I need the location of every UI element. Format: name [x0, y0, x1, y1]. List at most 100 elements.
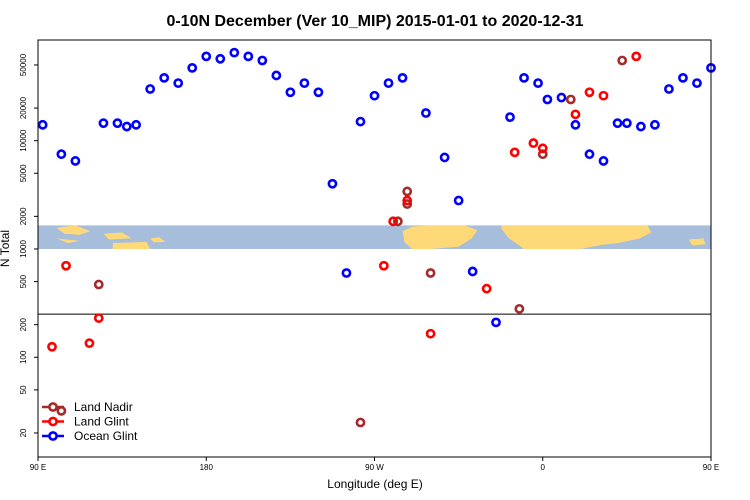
- land-nadir-point: [355, 417, 366, 428]
- ocean-glint-point: [692, 78, 702, 88]
- ocean-glint-point: [453, 195, 464, 206]
- ocean-glint-point: [187, 62, 198, 73]
- land-nadir-point: [565, 94, 576, 105]
- land-glint-point: [425, 328, 436, 339]
- ocean-glint-point: [570, 119, 581, 130]
- land-glint-point: [598, 90, 609, 101]
- map-land: [501, 225, 652, 249]
- ocean-glint-point: [173, 78, 184, 88]
- land-glint-point: [84, 338, 95, 349]
- ocean-glint-point: [421, 108, 431, 118]
- world-map-strip: [38, 225, 711, 249]
- ocean-glint-point: [70, 156, 81, 166]
- ocean-glint-point: [612, 118, 623, 129]
- x-tick-label: 180: [200, 463, 214, 472]
- x-tick-label: 0: [541, 463, 546, 472]
- ocean-glint-point: [542, 94, 553, 105]
- ocean-glint-point: [131, 119, 142, 130]
- ocean-glint-point: [98, 118, 109, 129]
- land-nadir-point: [425, 268, 436, 278]
- ocean-glint-point: [271, 70, 282, 81]
- ocean-glint-point: [299, 78, 310, 88]
- ocean-glint-point: [505, 112, 515, 123]
- land-nadir-point: [537, 149, 548, 160]
- legend-label-ocean-glint: Ocean Glint: [74, 429, 138, 443]
- x-tick-label: 90 W: [365, 463, 384, 472]
- ocean-glint-point: [313, 87, 324, 98]
- land-glint-point: [61, 260, 71, 271]
- y-tick-label: 200: [19, 317, 28, 331]
- ocean-glint-point: [650, 119, 660, 130]
- land-glint-point: [402, 195, 413, 206]
- ocean-glint-point: [145, 84, 156, 94]
- land-glint-point: [388, 216, 399, 227]
- ocean-glint-point: [533, 78, 543, 88]
- land-glint-point: [47, 341, 57, 352]
- ocean-glint-point: [112, 118, 123, 129]
- land-glint-point: [631, 51, 642, 62]
- land-nadir-point: [402, 199, 413, 209]
- ocean-glint-point: [491, 317, 501, 328]
- y-axis-label: N Total: [0, 230, 12, 267]
- land-nadir-point: [617, 55, 628, 66]
- ocean-glint-point: [584, 149, 595, 160]
- ocean-glint-point: [369, 90, 380, 101]
- x-tick-label: 90 E: [30, 463, 46, 472]
- y-tick-label: 20000: [19, 96, 28, 119]
- land-nadir-point: [402, 186, 413, 197]
- legend-marker-land-nadir: [48, 402, 58, 412]
- ocean-glint-point: [243, 51, 254, 62]
- ocean-glint-point: [341, 268, 352, 278]
- chart-title: 0-10N December (Ver 10_MIP) 2015-01-01 t…: [166, 13, 583, 30]
- y-tick-label: 1000: [19, 240, 28, 258]
- ocean-glint-point: [467, 266, 478, 277]
- land-glint-point: [570, 109, 581, 120]
- map-land: [150, 237, 166, 243]
- ocean-glint-point: [257, 55, 268, 66]
- ocean-glint-point: [678, 72, 688, 83]
- ocean-glint-point: [37, 119, 48, 130]
- map-land: [112, 241, 151, 249]
- land-nadir-point: [392, 216, 403, 227]
- ocean-glint-point: [215, 53, 226, 64]
- y-tick-label: 10000: [19, 129, 28, 152]
- land-nadir-point: [93, 279, 104, 290]
- legend-label-land-nadir: Land Nadir: [74, 400, 133, 414]
- land-glint-point: [584, 87, 595, 98]
- land-glint-point: [509, 147, 520, 158]
- x-axis-label: Longitude (deg E): [327, 477, 422, 491]
- map-land: [688, 238, 706, 246]
- land-glint-point: [378, 260, 389, 271]
- y-tick-label: 2000: [19, 207, 28, 225]
- ocean-glint-point: [285, 87, 296, 98]
- map-land: [402, 225, 478, 249]
- ocean-glint-point: [397, 72, 408, 83]
- ocean-glint-point: [635, 121, 646, 132]
- map-land: [56, 238, 80, 244]
- legend-marker-ocean-glint: [48, 431, 58, 441]
- land-glint-point: [481, 283, 492, 294]
- ocean-glint-point: [201, 51, 212, 62]
- land-glint-point: [93, 313, 104, 323]
- ocean-glint-point: [121, 121, 132, 132]
- ocean-glint-point: [355, 116, 366, 127]
- plot-frame: [37, 39, 712, 458]
- land-nadir-point: [514, 303, 525, 314]
- land-glint-point: [537, 143, 548, 154]
- y-tick-label: 500: [19, 274, 28, 288]
- y-tick-label: 20: [19, 428, 28, 437]
- axis-ticks: 90 E 180 90 W 0 90 E 20 50 100 200 500 1000 2000 500…: [19, 53, 719, 472]
- x-tick-label: 90 E: [703, 463, 719, 472]
- legend-label-land-glint: Land Glint: [74, 415, 129, 429]
- ocean-glint-point: [556, 92, 567, 103]
- ocean-glint-point: [598, 156, 609, 166]
- ocean-glint-point: [327, 178, 338, 189]
- ocean-glint-point: [519, 72, 529, 83]
- ocean-glint-point: [229, 47, 240, 58]
- legend-marker-land-glint: [48, 416, 58, 427]
- ocean-glint-point: [159, 72, 170, 83]
- y-tick-label: 50000: [19, 53, 28, 76]
- land-glint-point: [528, 138, 539, 148]
